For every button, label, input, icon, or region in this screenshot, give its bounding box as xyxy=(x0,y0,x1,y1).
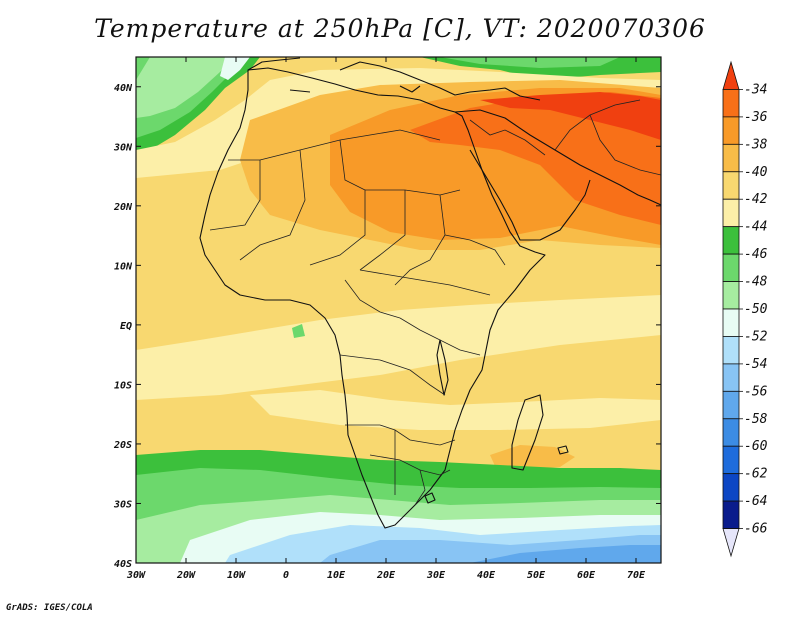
colorbar-swatch xyxy=(722,60,740,90)
lat-tick-label: EQ xyxy=(120,321,132,332)
map-frame xyxy=(135,56,662,564)
colorbar-label: -52 xyxy=(744,329,768,344)
lon-tick-label: 40E xyxy=(477,570,496,581)
colorbar-swatch xyxy=(722,198,740,228)
colorbar-swatch xyxy=(722,281,740,310)
colorbar-swatch xyxy=(722,89,740,118)
colorbar-swatch xyxy=(722,226,740,255)
colorbar-label: -42 xyxy=(744,192,768,207)
europe-coastline xyxy=(247,57,541,101)
colorbar-label: -40 xyxy=(744,165,768,180)
longitude-axis: 30W 20W 10W 0 10E 20E 30E 40E 50E 60E 70E xyxy=(126,570,646,581)
lat-tick-label: 30N xyxy=(113,142,133,153)
colorbar-label: -56 xyxy=(744,384,768,399)
lon-tick-label: 10W xyxy=(227,570,246,581)
colorbar-swatch xyxy=(722,390,740,420)
africa-coastline xyxy=(199,67,546,529)
lon-tick-label: 30E xyxy=(426,570,446,581)
lat-tick-label: 20S xyxy=(113,440,132,451)
colorbar-swatch xyxy=(722,500,740,529)
axis-ticks xyxy=(135,57,661,564)
colorbar-swatch xyxy=(722,363,740,392)
colorbar-swatch xyxy=(722,308,740,337)
colorbar-label: -44 xyxy=(744,220,767,235)
colorbar-label: -36 xyxy=(744,110,768,125)
colorbar-label: -62 xyxy=(744,467,768,482)
colorbar-swatch xyxy=(722,116,740,145)
colorbar-label: -58 xyxy=(744,412,768,427)
lon-tick-label: 20W xyxy=(176,570,196,581)
colorbar-swatch xyxy=(722,171,740,200)
lon-tick-label: 10E xyxy=(327,570,346,581)
tropical-band xyxy=(136,295,661,400)
colorbar-label: -38 xyxy=(744,137,768,152)
colorbar-label: -50 xyxy=(744,302,768,317)
lon-tick-label: 20E xyxy=(376,570,396,581)
temperature-field xyxy=(136,57,661,563)
colorbar-swatch xyxy=(722,253,740,282)
colorbar-swatch xyxy=(722,473,740,502)
map-title: Temperature at 250hPa [C], VT: 202007030… xyxy=(94,14,706,43)
colorbar-label: -34 xyxy=(744,82,767,97)
lat-tick-label: 20N xyxy=(113,202,133,213)
arabia-coastline xyxy=(454,109,661,241)
lon-tick-label: 60E xyxy=(577,570,596,581)
colorbar-label: -66 xyxy=(744,522,768,537)
colorbar-label: -60 xyxy=(744,439,768,454)
grads-credit: GrADS: IGES/COLA xyxy=(6,603,93,613)
lat-tick-label: 10S xyxy=(114,380,132,391)
lat-tick-label: 10N xyxy=(114,261,133,272)
colorbar-label: -46 xyxy=(744,247,768,262)
lon-tick-label: 50E xyxy=(527,570,546,581)
colorbar-swatch xyxy=(722,336,740,365)
colorbar: -34 -36 -38 -40 -42 -44 -46 -48 -50 -52 -54 -56 -58 -… xyxy=(722,60,768,558)
colorbar-label: -64 xyxy=(744,494,767,509)
colorbar-label: -48 xyxy=(744,275,768,290)
latitude-axis: 40S 30S 20S 10S EQ 10N 20N 30N 40N xyxy=(113,83,133,570)
madagascar-coastline xyxy=(511,394,544,471)
colorbar-swatch xyxy=(722,143,740,173)
country-borders xyxy=(209,99,661,506)
lat-tick-label: 40S xyxy=(114,559,132,570)
colorbar-swatch xyxy=(722,445,740,475)
colorbar-swatch xyxy=(722,418,740,447)
lat-tick-label: 30S xyxy=(113,499,132,510)
lon-tick-label: 0 xyxy=(283,570,289,581)
lat-tick-label: 40N xyxy=(114,83,133,94)
colorbar-swatch xyxy=(722,528,740,558)
colorbar-label: -54 xyxy=(744,357,767,372)
lon-tick-label: 30W xyxy=(126,570,146,581)
lon-tick-label: 70E xyxy=(627,570,646,581)
